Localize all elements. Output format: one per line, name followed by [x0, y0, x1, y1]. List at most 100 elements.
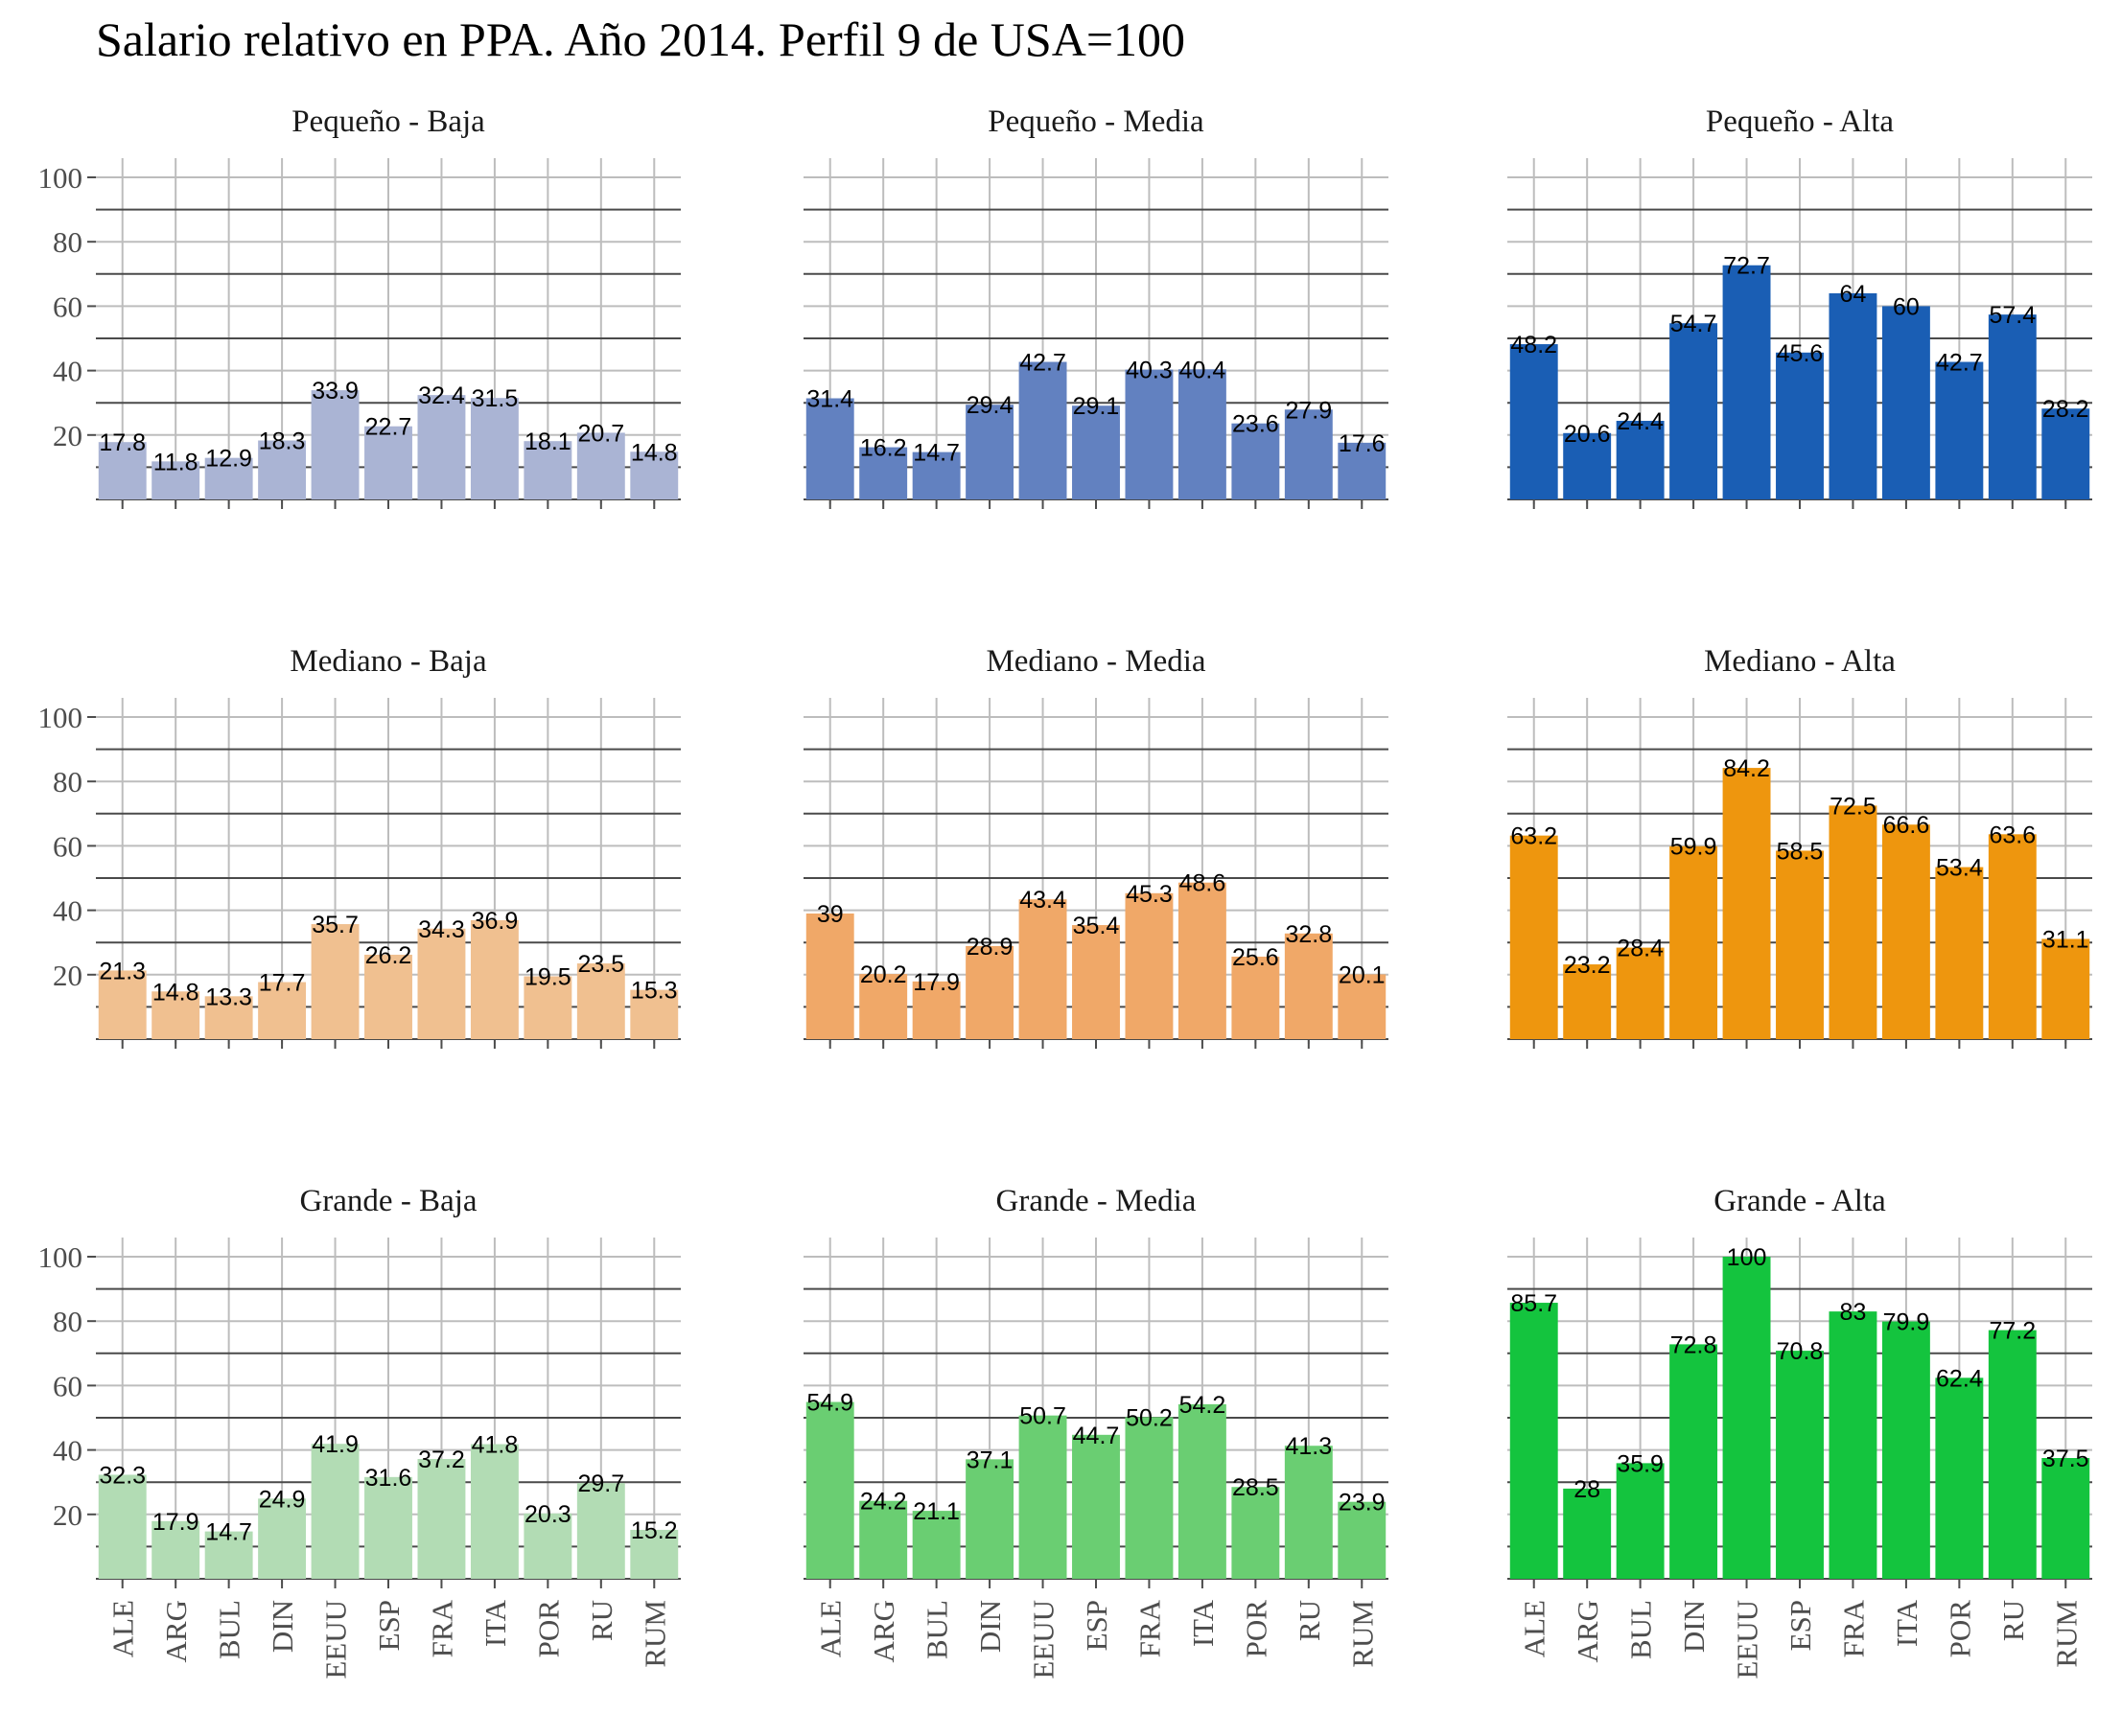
y-tick-label: 60: [53, 1369, 82, 1402]
bar-por: [524, 1513, 572, 1579]
bar-din: [966, 405, 1014, 499]
data-label: 44.7: [1073, 1423, 1120, 1449]
data-label: 57.4: [1989, 302, 2036, 329]
bar-por: [1935, 867, 1984, 1039]
data-label: 20.7: [577, 420, 624, 447]
data-label: 41.8: [472, 1432, 519, 1459]
data-label: 72.7: [1723, 253, 1770, 280]
bar-ale: [1509, 1303, 1558, 1579]
data-label: 26.2: [365, 942, 412, 969]
bar-rum: [1338, 1501, 1387, 1579]
panel-strip-label: Pequeño - Alta: [1706, 104, 1894, 139]
data-label: 14.8: [631, 439, 678, 466]
x-tick-label: RUM: [2049, 1600, 2083, 1668]
y-tick-label: 60: [53, 289, 82, 323]
x-tick-label: RU: [1996, 1600, 2030, 1641]
x-tick-label: ALE: [1518, 1600, 1551, 1657]
data-label: 58.5: [1777, 838, 1824, 865]
bar-por: [1231, 423, 1280, 499]
data-label: 29.4: [967, 392, 1014, 419]
data-label: 21.3: [99, 958, 146, 984]
x-tick-label: RU: [585, 1600, 618, 1641]
y-tick-label: 20: [53, 959, 82, 992]
bar-ale: [98, 1474, 147, 1579]
data-label: 24.9: [259, 1486, 306, 1513]
y-tick-label: 20: [53, 419, 82, 452]
x-tick-label: ARG: [1571, 1600, 1604, 1662]
x-tick-label: POR: [1239, 1600, 1272, 1658]
data-label: 17.9: [152, 1509, 199, 1536]
x-tick-label: ITA: [1186, 1599, 1220, 1647]
data-label: 18.1: [524, 428, 571, 455]
bar-ru: [1284, 1446, 1333, 1579]
bar-ru: [1284, 409, 1333, 499]
y-tick-label: 20: [53, 1498, 82, 1532]
bar-din: [1669, 845, 1718, 1039]
bar-rum: [2041, 1458, 2090, 1579]
bar-bul: [204, 1531, 253, 1579]
x-tick-label: POR: [1943, 1600, 1976, 1658]
data-label: 32.3: [99, 1462, 146, 1489]
panel-6: Mediano - Alta 63.2 23.228.4 59.9 84.2 58.572…: [1507, 644, 2092, 1049]
x-tick-label: ALE: [106, 1600, 140, 1657]
x-tick-label: BUL: [213, 1600, 246, 1659]
data-label: 84.2: [1723, 755, 1770, 782]
bar-arg: [859, 974, 908, 1039]
bar-din: [966, 1459, 1014, 1579]
data-label: 70.8: [1777, 1338, 1824, 1365]
bar-ru: [1988, 834, 2037, 1039]
panel-9: Grande - Alta 85.7 ALE 28 ARG 35.9 BUL 72.8 DIN 1…: [1507, 1184, 2092, 1679]
data-label: 54.7: [1670, 311, 1717, 337]
bar-eeuu: [1018, 361, 1067, 499]
data-label: 15.2: [631, 1517, 678, 1544]
data-label: 43.4: [1019, 887, 1066, 914]
data-label: 23.6: [1232, 411, 1279, 438]
x-tick-label: ARG: [159, 1600, 193, 1662]
data-label: 63.6: [1989, 822, 2036, 848]
bar-ale: [805, 913, 854, 1039]
data-label: 41.3: [1285, 1433, 1332, 1460]
data-label: 17.9: [913, 969, 960, 996]
bar-rum: [630, 989, 679, 1039]
bar-ita: [1177, 369, 1226, 499]
x-tick-label: FRA: [1836, 1599, 1870, 1657]
data-label: 28.5: [1232, 1474, 1279, 1501]
data-label: 45.6: [1777, 340, 1824, 367]
panel-4: Mediano - Baja 20 40 60 80 100 21.314.8 13.3 17.…: [38, 644, 681, 1049]
data-label: 31.1: [2042, 927, 2089, 954]
data-label: 54.9: [806, 1390, 853, 1417]
bar-por: [1935, 1377, 1984, 1579]
bar-fra: [1125, 892, 1174, 1039]
panel-strip-label: Grande - Alta: [1713, 1184, 1886, 1218]
bar-esp: [1072, 925, 1120, 1039]
bar-arg: [152, 991, 200, 1039]
panel-strip-label: Pequeño - Media: [988, 104, 1204, 139]
bar-arg: [1563, 432, 1612, 499]
bar-por: [524, 976, 572, 1039]
data-label: 63.2: [1510, 823, 1557, 850]
x-tick-label: DIN: [973, 1600, 1007, 1653]
bar-bul: [912, 1511, 961, 1579]
bar-ru: [576, 963, 625, 1039]
panel-strip-label: Pequeño - Baja: [291, 104, 485, 139]
data-label: 12.9: [205, 446, 252, 473]
data-label: 50.7: [1019, 1403, 1066, 1430]
bar-rum: [630, 451, 679, 499]
bar-arg: [859, 1500, 908, 1579]
x-tick-label: ALE: [814, 1600, 848, 1657]
bar-din: [258, 982, 307, 1039]
data-label: 48.2: [1510, 332, 1557, 359]
bar-din: [258, 440, 307, 499]
bar-fra: [1125, 369, 1174, 499]
bar-eeuu: [311, 390, 360, 499]
y-tick-label: 80: [53, 765, 82, 799]
data-label: 15.3: [631, 978, 678, 1005]
data-label: 39: [817, 901, 844, 928]
data-label: 17.7: [259, 970, 306, 997]
data-label: 20.2: [860, 961, 907, 988]
bar-eeuu: [1018, 899, 1067, 1039]
bar-ale: [98, 442, 147, 499]
x-tick-label: FRA: [1132, 1599, 1166, 1657]
data-label: 18.3: [259, 428, 306, 455]
